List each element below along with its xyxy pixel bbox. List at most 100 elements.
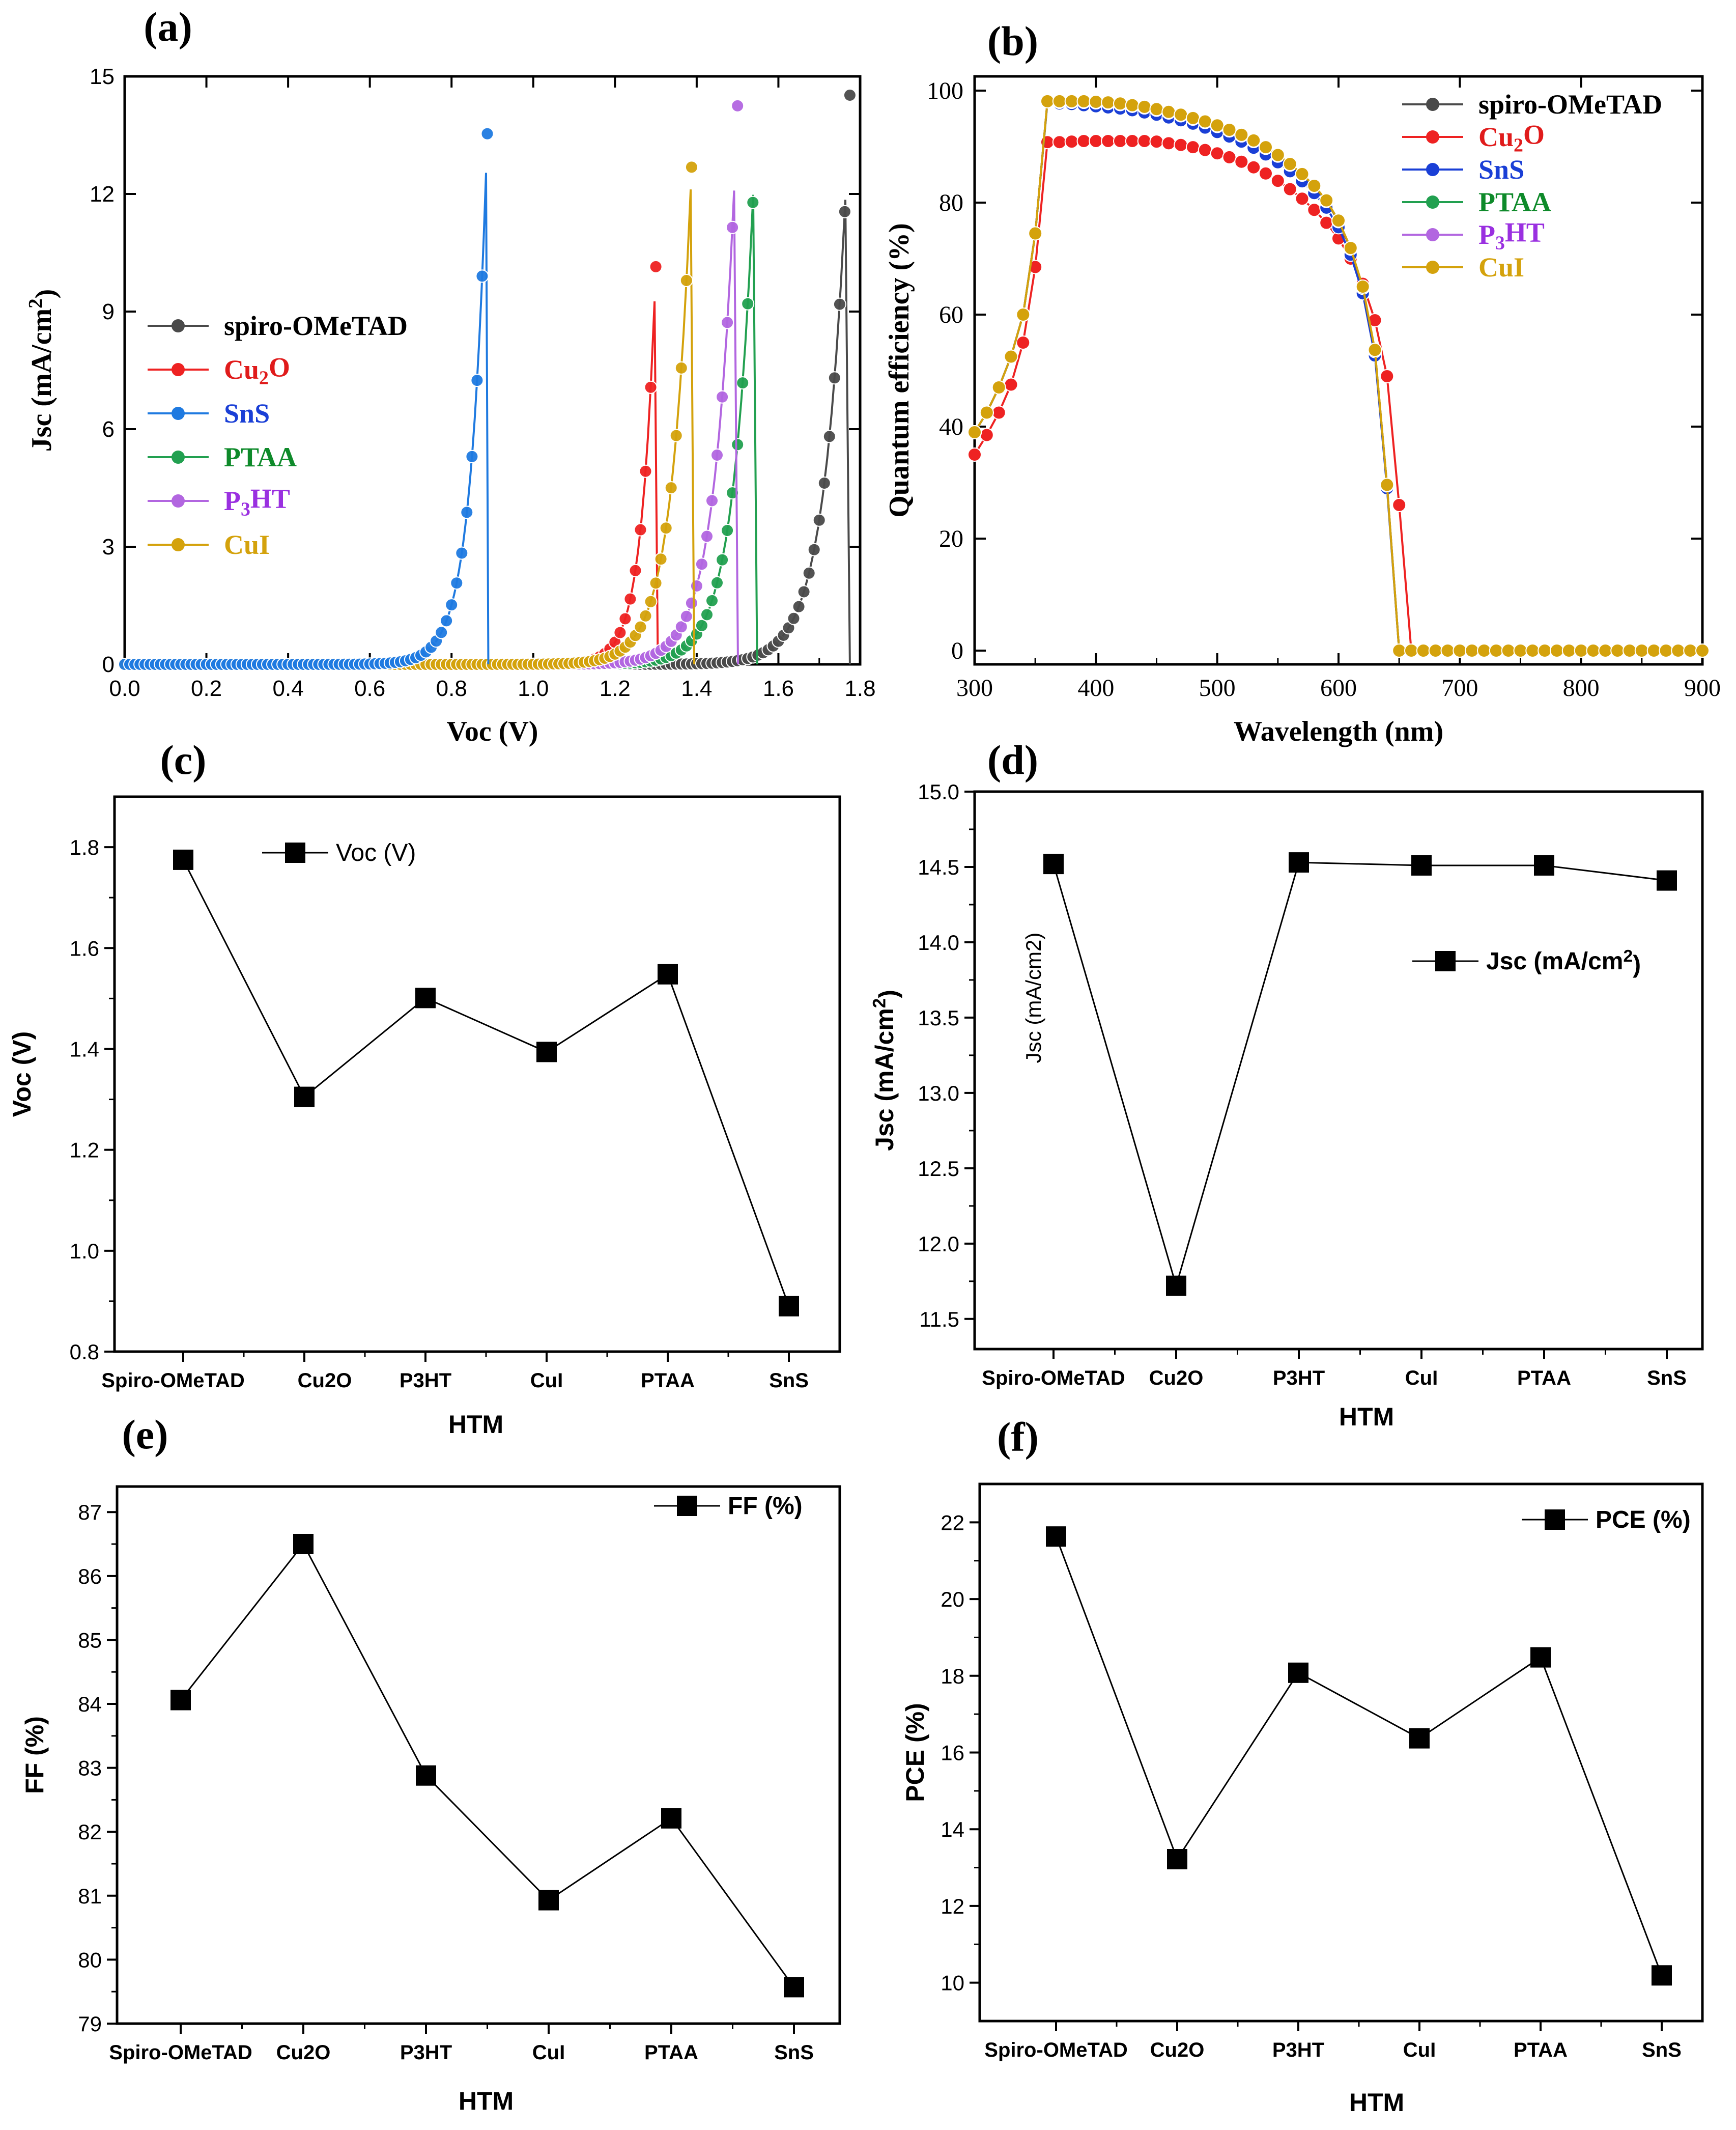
chart-b: 300 400 500 600 700 800 900 0 20 40 60 80 100 Wavelen… (884, 75, 1721, 747)
y-tick-label: 1.6 (70, 936, 99, 960)
data-point (1137, 134, 1152, 148)
legend-label: SnS (1478, 154, 1524, 185)
x-tick-label: Cu2O (276, 2041, 331, 2064)
data-point (695, 557, 708, 571)
data-point (721, 524, 734, 537)
legend-marker (1426, 195, 1439, 209)
x-tick-label: P3HT (1272, 2039, 1324, 2061)
data-point (1166, 1275, 1186, 1296)
y-tick-label: 12 (941, 1894, 964, 1918)
data-point (649, 576, 663, 590)
y-tick-label: 1.0 (70, 1239, 99, 1263)
y-tick-label: 16 (941, 1741, 964, 1765)
y-tick-label: 86 (78, 1564, 102, 1588)
data-point (1004, 349, 1018, 364)
x-tick-label: Spiro-OMeTAD (109, 2041, 252, 2064)
data-point (1343, 241, 1358, 256)
y-tick-label: 11.5 (919, 1307, 959, 1331)
series-5 (118, 160, 698, 671)
y-tick-label: 0 (951, 637, 963, 664)
data-point (843, 89, 857, 102)
data-point (1076, 94, 1091, 108)
data-point (1016, 335, 1031, 350)
data-point (1623, 643, 1637, 658)
legend-marker (1426, 130, 1439, 144)
legend-label: SnS (224, 398, 270, 429)
data-point (1246, 160, 1261, 175)
data-point (1671, 643, 1686, 658)
series-2 (967, 96, 1710, 658)
data-point (1101, 95, 1116, 110)
chart-d: 11.5 12.0 12.5 13.0 13.5 14.0 14.5 15.0 Spiro-OM… (869, 780, 1704, 1431)
x-tick-label: Spiro-OMeTAD (984, 2039, 1127, 2061)
legend-marker (1426, 98, 1439, 111)
data-point (967, 447, 982, 462)
legend-marker (1426, 261, 1439, 274)
x-tick-label: Spiro-OMeTAD (101, 1369, 244, 1392)
y-tick-label: 100 (927, 77, 963, 104)
data-point (1392, 643, 1407, 658)
data-point (1174, 107, 1188, 122)
y-axis-label: Jsc (mA/cm2​) (869, 990, 902, 1151)
data-point (716, 553, 729, 567)
data-point (634, 620, 647, 634)
legend-marker (1426, 228, 1439, 241)
series-line (974, 102, 1702, 652)
y-tick-label: 80 (939, 189, 963, 216)
y-tick-label: 1.8 (70, 835, 99, 859)
data-point (1683, 643, 1698, 658)
data-point (629, 564, 642, 577)
data-point (1064, 134, 1079, 149)
data-point (838, 205, 851, 218)
data-point (1652, 1965, 1672, 1986)
data-point (1477, 643, 1491, 658)
series-line (180, 1543, 795, 1988)
data-point (1634, 643, 1649, 658)
legend-marker (172, 538, 185, 551)
legend-marker (172, 363, 185, 376)
x-tick-label: SnS (1647, 1367, 1687, 1389)
panel-label-b: (b) (987, 18, 1038, 64)
data-point (1331, 213, 1346, 228)
x-tick-label: P3HT (400, 1369, 451, 1392)
chart-e: 79 80 81 82 83 84 85 86 87 Spiro-OMeTAD Cu2O P3HT Cu… (20, 1485, 841, 2115)
data-point (1043, 854, 1064, 875)
y-tick-label: 14.5 (918, 855, 959, 879)
x-tick-label: Spiro-OMeTAD (982, 1367, 1125, 1389)
data-point (1161, 104, 1176, 119)
data-point (700, 608, 714, 622)
data-point (802, 566, 816, 580)
data-point (658, 964, 678, 985)
data-point (1234, 154, 1249, 169)
data-point (1125, 134, 1140, 148)
data-point (710, 576, 724, 590)
data-point (1368, 343, 1382, 357)
data-point (807, 543, 821, 556)
data-point (1125, 98, 1140, 113)
data-point (736, 376, 750, 390)
data-point (1574, 643, 1588, 658)
y-tick-label: 20 (939, 525, 963, 552)
data-point (822, 430, 836, 443)
data-point (1550, 643, 1564, 658)
legend-marker (1426, 163, 1439, 176)
data-point (661, 1808, 681, 1829)
data-point (690, 579, 703, 593)
data-point (1561, 643, 1576, 658)
legend-marker (172, 319, 185, 332)
data-point (731, 438, 745, 452)
data-point (1307, 179, 1322, 193)
data-point (1259, 166, 1273, 181)
data-point (731, 99, 745, 113)
data-point (1695, 643, 1710, 658)
y-tick-label: 12.5 (918, 1157, 959, 1181)
legend-label: P3​HT (224, 483, 290, 520)
data-point (173, 849, 193, 870)
data-point (445, 598, 459, 612)
data-point (1101, 134, 1116, 148)
data-point (1222, 123, 1237, 137)
data-point (649, 260, 663, 273)
data-point (1064, 94, 1079, 108)
legend-label: PTAA (1478, 187, 1551, 217)
data-point (1465, 643, 1479, 658)
